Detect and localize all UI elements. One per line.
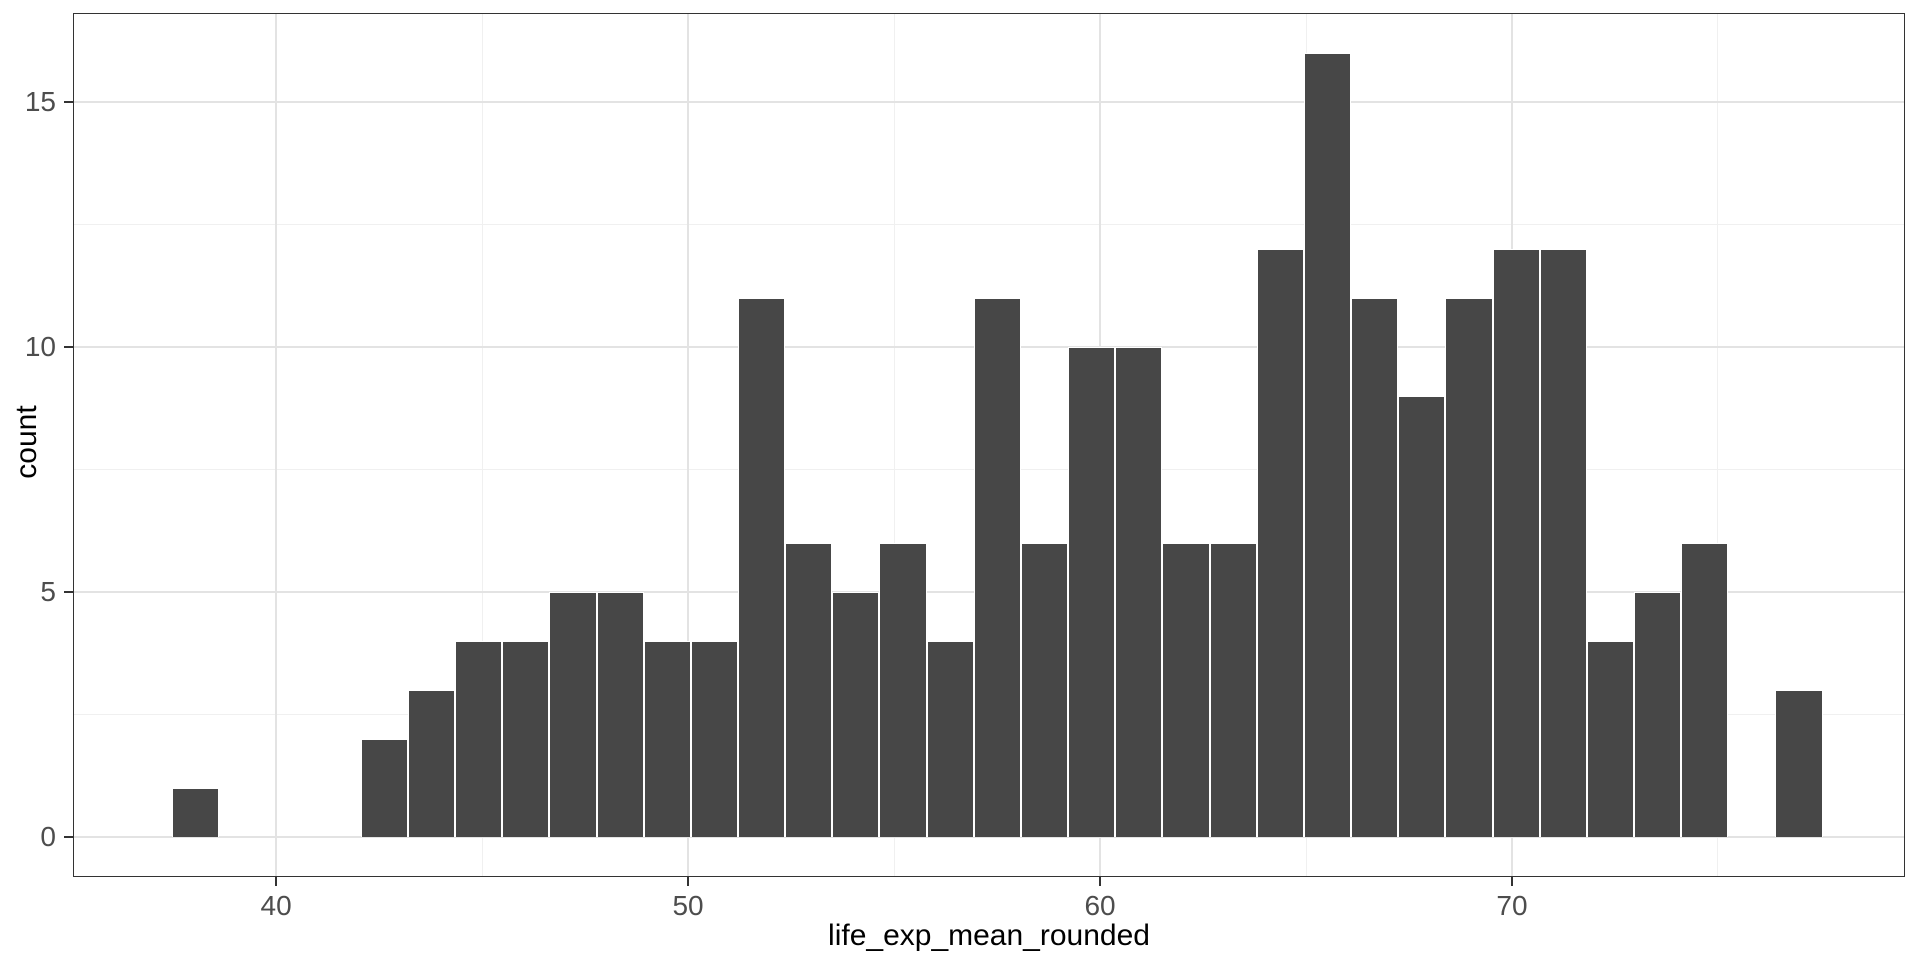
y-tick-label: 10 [24, 331, 56, 363]
histogram-bar [1681, 542, 1729, 837]
x-axis-tick [275, 877, 278, 886]
histogram-bar [407, 689, 456, 837]
histogram-bar [879, 542, 927, 837]
plot-panel [73, 13, 1905, 877]
x-axis-title: life_exp_mean_rounded [828, 919, 1150, 952]
x-axis-tick [1099, 877, 1102, 886]
histogram-bar [1586, 640, 1634, 837]
histogram-bar [973, 298, 1021, 837]
x-axis-tick [1510, 877, 1513, 886]
y-axis-title: count [10, 405, 43, 479]
histogram-bar [596, 591, 644, 837]
histogram-bar [549, 591, 597, 837]
histogram-bar [455, 640, 503, 837]
x-tick-label: 60 [1084, 890, 1116, 921]
x-tick-label: 70 [1496, 890, 1528, 921]
y-tick-label: 5 [40, 575, 56, 607]
histogram-bar [1634, 591, 1682, 837]
y-minor-gridline [73, 224, 1905, 226]
histogram-bar [1020, 542, 1069, 837]
x-axis-tick [687, 877, 690, 886]
histogram-bar [1539, 249, 1587, 837]
histogram-bar [738, 298, 786, 837]
histogram-bar [1256, 249, 1304, 837]
histogram-bar [1115, 347, 1163, 837]
x-tick-label: 40 [260, 890, 292, 921]
histogram-bar [1445, 298, 1493, 837]
y-major-gridline [73, 101, 1905, 104]
x-minor-gridline [893, 13, 895, 877]
y-axis-tick [64, 346, 73, 349]
histogram-bar [172, 787, 220, 837]
x-major-gridline [687, 13, 690, 877]
y-axis-tick [64, 101, 73, 104]
y-major-gridline [73, 835, 1905, 838]
histogram-bar [1351, 298, 1399, 837]
histogram-bar [502, 640, 550, 837]
x-tick-label: 50 [672, 890, 704, 921]
histogram-bar [832, 591, 880, 837]
histogram-bar [1162, 542, 1210, 837]
y-tick-label: 0 [40, 820, 56, 852]
x-major-gridline [275, 13, 278, 877]
histogram-bar [1209, 542, 1257, 837]
y-tick-label: 15 [24, 86, 56, 118]
y-axis-tick [64, 835, 73, 838]
histogram-bar [643, 640, 691, 837]
histogram-bar [1492, 249, 1540, 837]
x-minor-gridline [481, 13, 483, 877]
histogram-bar [360, 738, 408, 837]
histogram-bar [690, 640, 738, 837]
x-minor-gridline [1717, 13, 1719, 877]
histogram-bar [1303, 53, 1352, 837]
histogram-bar [926, 640, 974, 837]
histogram-bar [1398, 396, 1446, 837]
histogram-bar [1775, 689, 1823, 837]
y-axis-tick [64, 590, 73, 593]
histogram-bar [785, 542, 833, 837]
histogram-bar [1068, 347, 1116, 837]
